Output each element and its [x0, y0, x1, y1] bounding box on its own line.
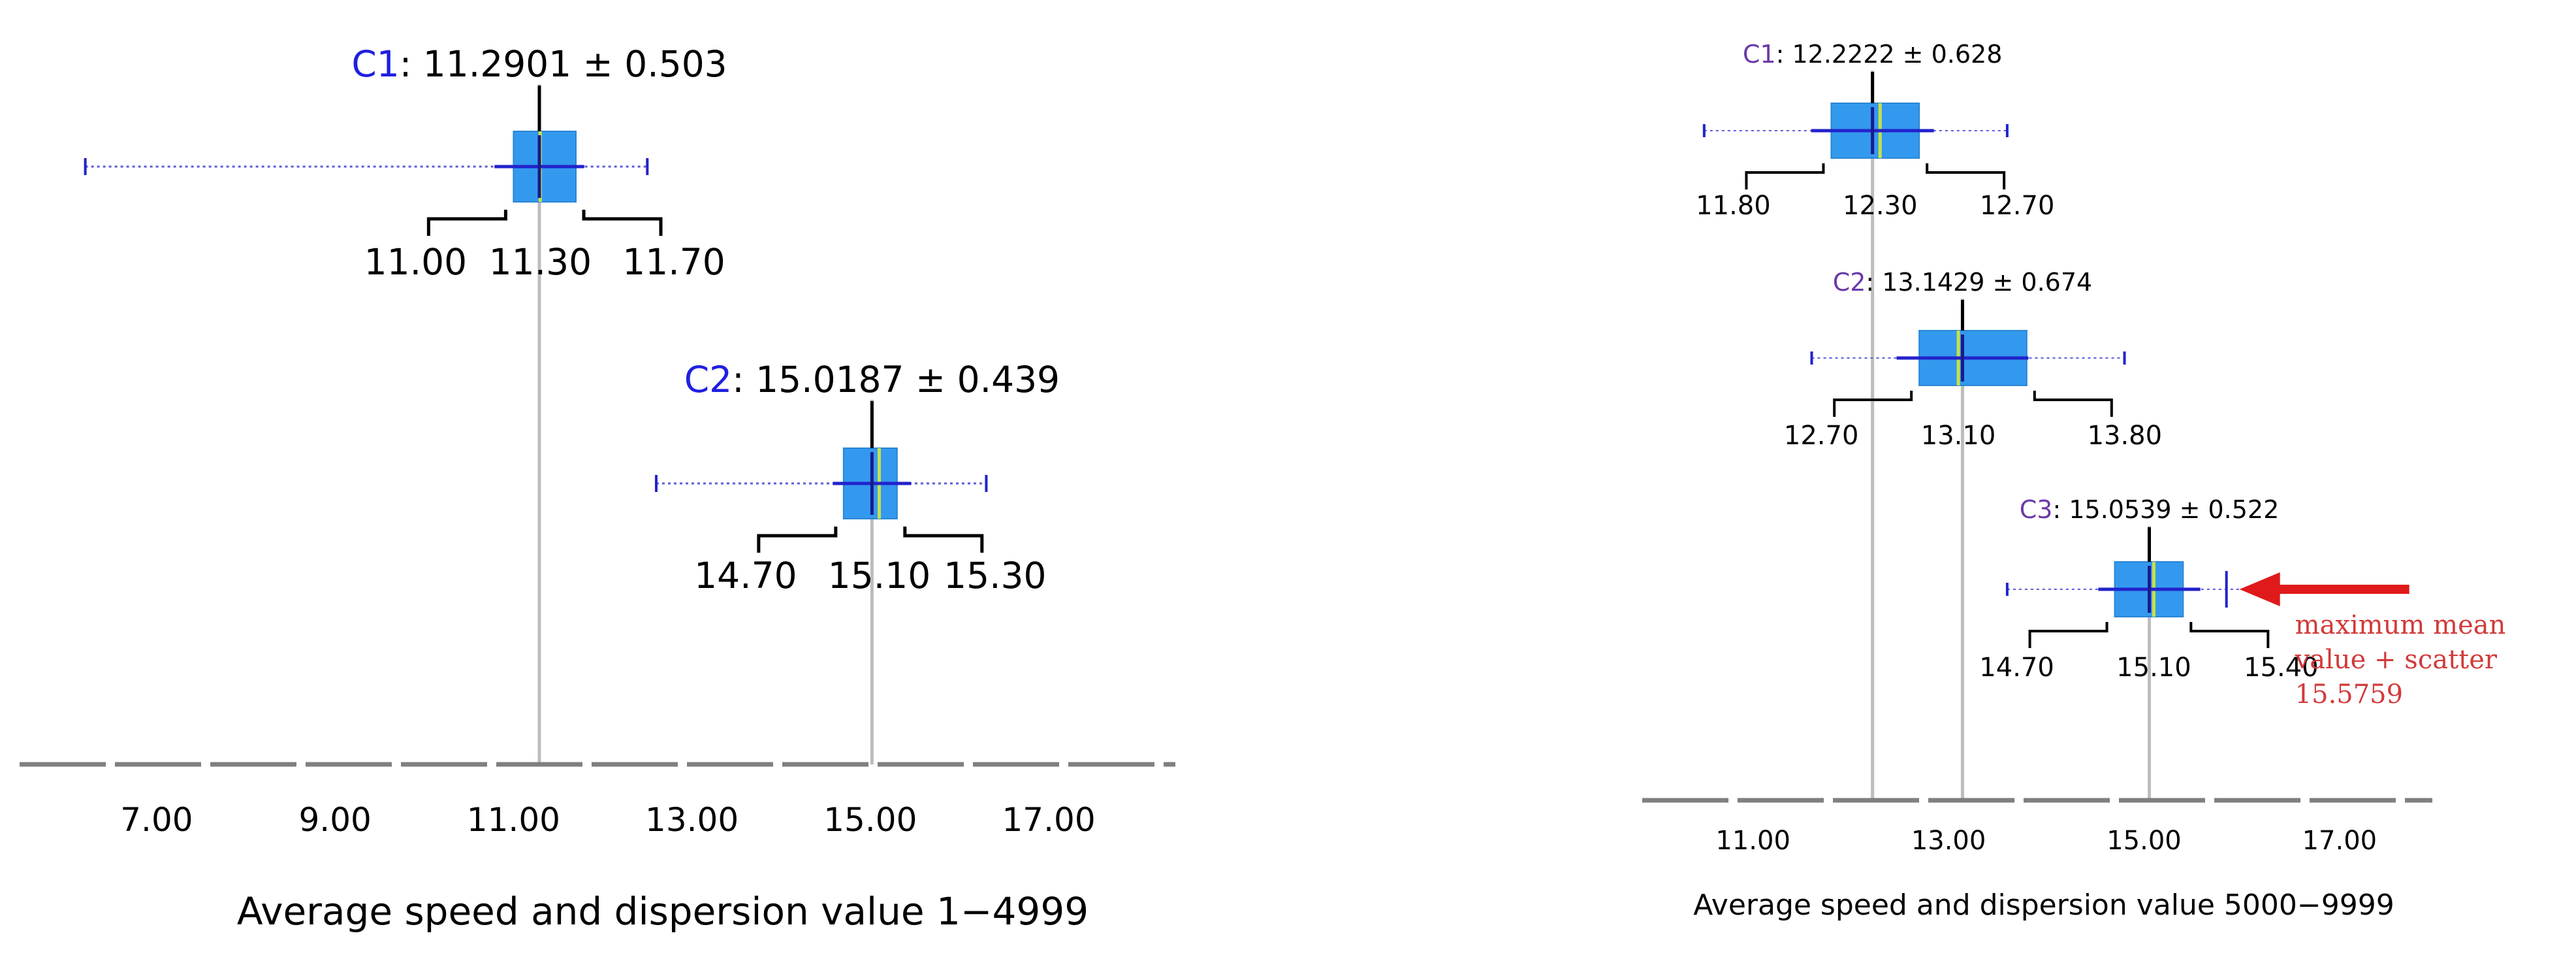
q3-bracket-c2	[2033, 391, 2113, 417]
q3-bracket-c2	[903, 527, 984, 553]
q1-bracket-c3	[2028, 622, 2108, 648]
x-tick-label: 15.00	[823, 801, 917, 839]
q1-value-label-c1: 11.80	[1696, 191, 1771, 221]
median-value-label-c2: 13.10	[1921, 421, 1996, 451]
series-stats-c2: : 13.1429 ± 0.674	[1866, 268, 2092, 297]
series-name-c2: C2	[1833, 268, 1866, 297]
q3-value-label-c3: 15.40	[2244, 653, 2319, 683]
x-tick-label: 17.00	[2302, 826, 2377, 856]
q1-bracket-c1	[1745, 163, 1825, 189]
series-stats-c2: : 15.0187 ± 0.439	[732, 359, 1060, 400]
series-label-c3: C3: 15.0539 ± 0.522	[2020, 495, 2280, 524]
series-stats-c1: : 12.2222 ± 0.628	[1776, 40, 2003, 69]
x-tick-label: 7.00	[120, 801, 193, 839]
q3-bracket-c1	[1926, 163, 2006, 189]
series-name-c3: C3	[2020, 495, 2053, 524]
x-tick-label: 17.00	[1002, 801, 1095, 839]
median-value-label-c3: 15.10	[2116, 653, 2191, 683]
left-chart-panel: 7.00 9.00 11.00 13.00 15.00 17.00 Average spee…	[20, 43, 1175, 934]
annotation-text-line: 15.5759	[2295, 679, 2403, 709]
chart-caption: Average speed and dispersion value 5000−…	[1693, 888, 2394, 922]
annotation-text-line: value + scatter	[2295, 645, 2498, 675]
q3-bracket-c1	[582, 210, 663, 236]
series-name-c2: C2	[684, 359, 732, 400]
q1-value-label-c3: 14.70	[1979, 653, 2054, 683]
series-name-c1: C1	[1743, 40, 1776, 69]
median-value-label-c2: 15.10	[828, 555, 930, 596]
q1-bracket-c2	[1833, 391, 1913, 417]
q3-value-label-c1: 12.70	[1980, 191, 2055, 221]
q1-bracket-c2	[757, 527, 838, 553]
series-name-c1: C1	[351, 43, 399, 85]
chart-caption: Average speed and dispersion value 1−499…	[237, 889, 1089, 934]
q1-value-label-c2: 12.70	[1784, 421, 1859, 451]
series-label-c1: C1: 12.2222 ± 0.628	[1743, 40, 2003, 69]
x-tick-label: 9.00	[298, 801, 371, 839]
x-tick-label: 15.00	[2107, 826, 2182, 856]
median-value-label-c1: 12.30	[1843, 191, 1918, 221]
series-stats-c3: : 15.0539 ± 0.522	[2052, 495, 2279, 524]
series-label-c1: C1: 11.2901 ± 0.503	[351, 43, 727, 85]
q3-value-label-c1: 11.70	[622, 241, 725, 283]
x-tick-label: 11.00	[467, 801, 560, 839]
annotation-arrow-head	[2239, 572, 2280, 606]
median-value-label-c1: 11.30	[489, 241, 592, 283]
series-label-c2: C2: 13.1429 ± 0.674	[1833, 268, 2093, 297]
annotation-text-line: maximum mean	[2295, 610, 2506, 640]
x-tick-label: 13.00	[1911, 826, 1986, 856]
series-stats-c1: : 11.2901 ± 0.503	[400, 43, 727, 85]
x-tick-label: 11.00	[1715, 826, 1790, 856]
q1-value-label-c2: 14.70	[694, 555, 797, 596]
x-tick-label: 13.00	[645, 801, 739, 839]
q1-value-label-c1: 11.00	[364, 241, 467, 283]
q1-bracket-c1	[426, 210, 507, 236]
q3-value-label-c2: 13.80	[2088, 421, 2163, 451]
q3-value-label-c2: 15.30	[944, 555, 1046, 596]
q3-bracket-c3	[2189, 622, 2270, 648]
series-label-c2: C2: 15.0187 ± 0.439	[684, 359, 1060, 400]
right-chart-panel: 11.00 13.00 15.00 17.00 Average speed and di…	[1642, 40, 2505, 922]
